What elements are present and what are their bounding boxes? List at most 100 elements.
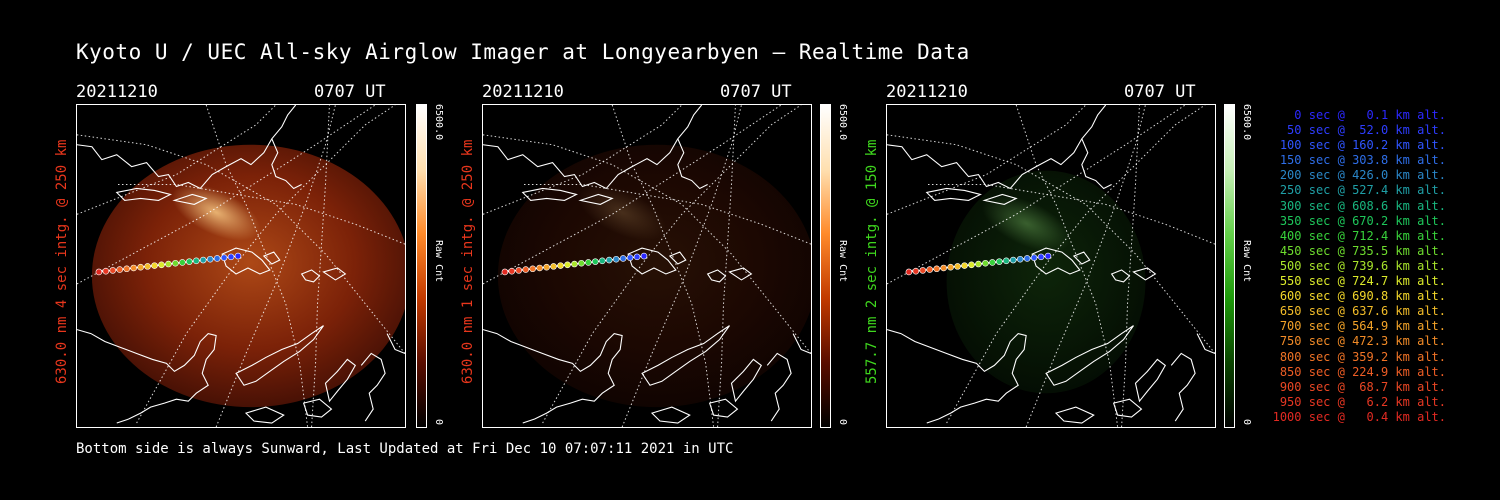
- trajectory-point: [905, 268, 913, 276]
- trajectory-point: [612, 255, 620, 263]
- panel-3-time: 0707 UT: [1124, 82, 1196, 102]
- legend-row: 550 sec @ 724.7 km alt.: [1279, 274, 1446, 289]
- coastline: [728, 267, 753, 281]
- panel-3-colorbar-max: 6500.0: [1241, 104, 1252, 141]
- coastline: [887, 329, 1027, 424]
- coastline: [235, 325, 324, 386]
- grid-line: [1025, 105, 1146, 427]
- trajectory-point: [158, 261, 165, 269]
- coastline: [1054, 406, 1095, 424]
- coastline: [887, 105, 1107, 190]
- grid-line: [77, 105, 277, 215]
- trajectory-point: [592, 258, 599, 265]
- trajectory-point: [982, 259, 989, 267]
- trajectory-point: [912, 267, 920, 275]
- coastline: [1134, 358, 1167, 403]
- coastline: [300, 269, 321, 283]
- coastline: [641, 325, 730, 386]
- airglow-disk: [91, 144, 405, 408]
- trajectory-point: [137, 263, 144, 271]
- trajectory-point: [522, 266, 530, 273]
- trajectory-point: [585, 259, 592, 266]
- aurora-arc: [982, 195, 1071, 252]
- trajectory-point: [234, 252, 242, 260]
- legend-row: 250 sec @ 527.4 km alt.: [1279, 183, 1446, 198]
- airglow-disk: [946, 170, 1146, 394]
- grid-line: [1121, 105, 1140, 427]
- coastline: [792, 333, 811, 354]
- coastline: [262, 251, 281, 265]
- trajectory-point: [975, 260, 982, 268]
- coastline: [708, 398, 739, 418]
- aurora-arc: [171, 184, 261, 241]
- coastline: [115, 187, 172, 201]
- coastline: [77, 329, 217, 424]
- panel-2-colorbar-min: 0: [837, 419, 848, 426]
- coastline: [1112, 398, 1143, 418]
- grid-line: [205, 105, 309, 427]
- trajectory-point: [543, 263, 550, 271]
- panel-2-colorbar: [820, 104, 831, 428]
- panel-3-allsky-image[interactable]: [886, 104, 1216, 428]
- trajectory-point: [919, 267, 927, 274]
- legend-row: 0 sec @ 0.1 km alt.: [1294, 108, 1446, 122]
- coastline: [1170, 352, 1196, 422]
- coastline: [244, 406, 285, 424]
- trajectory-point: [529, 265, 536, 273]
- coastline: [1031, 247, 1081, 275]
- coastline: [1196, 333, 1215, 354]
- trajectory-point: [1009, 256, 1017, 264]
- grid-line: [215, 105, 336, 427]
- allsky-map: [483, 105, 811, 427]
- legend-row: 800 sec @ 359.2 km alt.: [1279, 349, 1446, 364]
- coastline: [627, 247, 677, 275]
- trajectory-point: [968, 261, 975, 269]
- panel-1-colorbar: [416, 104, 427, 428]
- trajectory-point: [1037, 253, 1045, 261]
- coastline: [1045, 325, 1134, 386]
- grid-line: [926, 184, 1215, 245]
- trajectory-point: [598, 257, 606, 265]
- panel-1-allsky-image[interactable]: [76, 104, 406, 428]
- trajectory-point: [508, 267, 516, 275]
- coastline: [668, 251, 687, 265]
- coastline: [925, 187, 982, 201]
- trajectory-point: [989, 259, 996, 266]
- grid-line: [116, 184, 405, 245]
- trajectory-point: [536, 264, 543, 272]
- trajectory-point: [179, 259, 186, 266]
- trajectory-point: [1044, 252, 1052, 260]
- grid-line: [136, 105, 396, 424]
- aurora-arc: [577, 184, 667, 241]
- panel-2-date: 20211210: [482, 82, 564, 102]
- legend-row: 300 sec @ 608.6 km alt.: [1279, 198, 1446, 213]
- grid-line: [887, 105, 1087, 215]
- trajectory-point: [501, 268, 509, 276]
- grid-line: [621, 105, 742, 427]
- panel-3-ylabel: 557.7 nm 2 sec intg. @ 150 km: [864, 139, 880, 384]
- grid-line: [946, 105, 1206, 424]
- panel-2-colorbar-max: 6500.0: [837, 104, 848, 141]
- legend-row: 650 sec @ 637.6 km alt.: [1279, 304, 1446, 319]
- legend-row: 50 sec @ 52.0 km alt.: [1287, 123, 1446, 138]
- trajectory-point: [213, 255, 221, 262]
- trajectory-point: [578, 259, 585, 267]
- coastline: [730, 358, 763, 403]
- trajectory-point: [550, 263, 557, 270]
- allsky-map: [887, 105, 1215, 427]
- panel-3-colorbar-unit: Raw Cnt: [1241, 240, 1252, 283]
- grid-line: [542, 105, 802, 424]
- coastline: [1072, 251, 1091, 265]
- coastline: [77, 105, 297, 190]
- panel-2-time: 0707 UT: [720, 82, 792, 102]
- panel-2-colorbar-unit: Raw Cnt: [837, 240, 848, 283]
- trajectory-point: [996, 258, 1003, 265]
- grid-line: [77, 134, 405, 354]
- panel-2-allsky-image[interactable]: [482, 104, 812, 428]
- coastline: [483, 329, 623, 424]
- trajectory-point: [954, 263, 961, 270]
- legend-row: 700 sec @ 564.9 km alt.: [1279, 319, 1446, 334]
- legend-row: 200 sec @ 426.0 km alt.: [1279, 168, 1446, 183]
- coastline: [324, 358, 357, 403]
- trajectory-point: [1030, 254, 1038, 261]
